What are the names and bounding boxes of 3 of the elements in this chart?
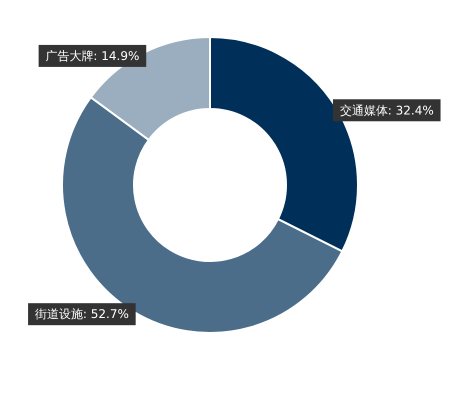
- slice-label: 街道设施: 52.7%: [34, 307, 129, 322]
- slice-label: 广告大牌: 14.9%: [45, 48, 140, 63]
- slice-label: 交通媒体: 32.4%: [340, 103, 434, 118]
